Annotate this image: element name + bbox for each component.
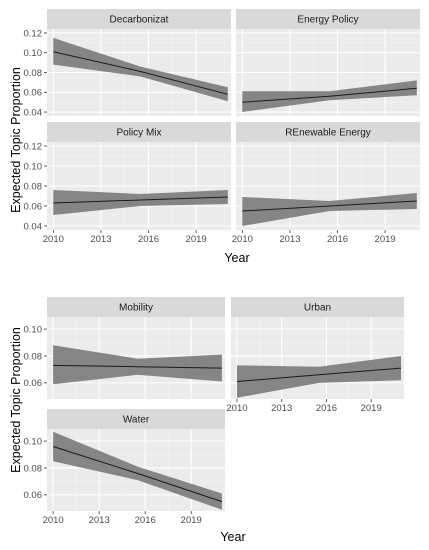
y-axis-title: Expected Topic Proportion	[9, 327, 23, 473]
x-tick-label: 2016	[316, 403, 337, 414]
facet-strip-label: Mobility	[119, 303, 153, 314]
x-tick-label: 2010	[43, 234, 64, 245]
confidence-band	[237, 356, 401, 398]
y-tick-label: 0.06	[24, 490, 43, 501]
confidence-band	[53, 345, 222, 385]
figure-1: Expected Topic Proportion Year Decarboni…	[9, 9, 420, 265]
facet-strip-label: REnewable Energy	[285, 128, 371, 139]
x-tick-label: 2019	[361, 403, 382, 414]
x-tick-label: 2010	[226, 403, 247, 414]
x-axis-water: 2010 2013 2016 2019	[43, 511, 202, 526]
confidence-band	[242, 193, 417, 226]
facet-strip	[236, 9, 420, 29]
x-tick-label: 2019	[186, 234, 207, 245]
confidence-band	[53, 37, 228, 102]
x-tick-label: 2010	[43, 515, 64, 526]
y-axis-top-row: 0.04 0.06 0.08 0.10 0.12	[24, 28, 47, 118]
y-tick-label: 0.10	[24, 161, 43, 172]
x-axis-title: Year	[220, 530, 245, 544]
series-line	[53, 196, 228, 204]
facet-panel-mobility: Mobility	[47, 297, 225, 399]
y-tick-label: 0.08	[24, 463, 43, 474]
y-tick-label: 0.04	[24, 107, 43, 118]
x-tick-label: 2016	[135, 515, 156, 526]
y-tick-label: 0.08	[24, 351, 43, 362]
x-tick-label: 2016	[327, 234, 348, 245]
facet-strip	[231, 297, 404, 317]
series-line	[242, 200, 417, 212]
x-tick-label: 2013	[279, 234, 300, 245]
confidence-band	[53, 190, 228, 215]
y-axis-bottom-row: 0.04 0.06 0.08 0.10 0.12	[24, 141, 47, 232]
facet-strip	[47, 297, 225, 317]
facet-strip-label: Urban	[304, 303, 331, 314]
facet-panel-decarbonizat: Decarbonizat	[47, 9, 231, 116]
facet-strip	[47, 409, 225, 429]
x-tick-label: 2019	[375, 234, 396, 245]
x-tick-label: 2013	[271, 403, 292, 414]
facet-strip	[47, 9, 231, 29]
facet-strip	[47, 122, 231, 142]
series-line	[52, 446, 223, 503]
y-tick-label: 0.10	[24, 436, 43, 447]
y-axis-bottom-row: 0.06 0.08 0.10	[24, 436, 47, 501]
x-tick-label: 2019	[181, 515, 202, 526]
facet-strip-label: Decarbonizat	[110, 15, 169, 26]
facet-strip-label: Policy Mix	[116, 128, 161, 139]
y-tick-label: 0.10	[24, 48, 43, 59]
y-tick-label: 0.08	[24, 181, 43, 192]
confidence-band	[53, 431, 222, 510]
facet-panel-urban: Urban	[231, 297, 404, 399]
y-tick-label: 0.06	[24, 378, 43, 389]
x-tick-label: 2013	[90, 234, 111, 245]
y-axis-title: Expected Topic Proportion	[9, 67, 23, 213]
y-tick-label: 0.12	[24, 141, 43, 152]
series-line	[53, 51, 228, 95]
x-axis-title: Year	[224, 251, 249, 265]
y-tick-label: 0.04	[24, 221, 43, 232]
series-line	[236, 367, 402, 382]
x-axis-right-col: 2010 2013 2016 2019	[232, 230, 396, 245]
x-tick-label: 2010	[232, 234, 253, 245]
y-tick-label: 0.06	[24, 88, 43, 99]
facet-strip	[236, 122, 420, 142]
x-axis-urban: 2010 2013 2016 2019	[226, 399, 382, 414]
facet-strip-label: Water	[123, 415, 150, 426]
y-tick-label: 0.12	[24, 28, 43, 39]
facet-panel-renewable-energy: REnewable Energy	[236, 122, 420, 230]
facet-panel-energy-policy: Energy Policy	[236, 9, 420, 116]
facet-panel-water: Water	[47, 409, 225, 511]
figure-2: Expected Topic Proportion Year Mobility …	[9, 297, 404, 544]
y-tick-label: 0.10	[24, 324, 43, 335]
y-tick-label: 0.06	[24, 201, 43, 212]
y-tick-label: 0.08	[24, 68, 43, 79]
series-line	[53, 364, 222, 369]
x-axis-left-col: 2010 2013 2016 2019	[43, 230, 207, 245]
facet-panel-policy-mix: Policy Mix	[47, 122, 231, 230]
facet-strip-label: Energy Policy	[297, 15, 358, 26]
x-tick-label: 2013	[89, 515, 110, 526]
series-line	[242, 87, 417, 103]
y-axis-top-row: 0.06 0.08 0.10	[24, 324, 47, 389]
x-tick-label: 2016	[138, 234, 159, 245]
